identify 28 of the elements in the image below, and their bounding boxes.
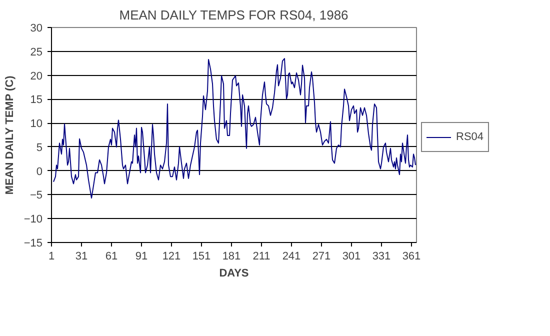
x-tick-label: 31 (75, 250, 88, 262)
y-tick-label: 20 (30, 70, 43, 82)
x-tick-label: 1 (48, 250, 55, 262)
y-tick-label: 5 (36, 142, 43, 154)
y-tick-label: 10 (30, 118, 43, 130)
x-tick-label: 151 (192, 250, 211, 262)
x-tick-label: 331 (372, 250, 391, 262)
chart-title: MEAN DAILY TEMPS FOR RS04, 1986 (119, 8, 348, 22)
y-tick-label: 0 (36, 166, 43, 178)
x-tick-label: 91 (135, 250, 148, 262)
x-tick-label: 301 (342, 250, 361, 262)
x-axis-title: DAYS (219, 268, 249, 280)
y-tick-label: −5 (30, 190, 43, 202)
y-axis-title: MEAN DAILY TEMP (C) (4, 75, 16, 195)
y-tick-label: 25 (30, 46, 43, 58)
x-tick-label: 211 (252, 250, 270, 262)
x-tick-label: 61 (105, 250, 118, 262)
legend-label: RS04 (456, 131, 484, 143)
y-tick-label: 15 (30, 94, 43, 106)
y-tick-label: −10 (24, 214, 43, 226)
y-tick-label: −15 (24, 238, 43, 250)
y-tick-label: 30 (30, 22, 43, 34)
x-tick-label: 271 (312, 250, 331, 262)
x-tick-label: 241 (282, 250, 301, 262)
x-tick-label: 121 (162, 250, 181, 262)
x-tick-label: 181 (222, 250, 241, 262)
line-series (53, 58, 416, 199)
x-tick-label: 361 (402, 250, 421, 262)
